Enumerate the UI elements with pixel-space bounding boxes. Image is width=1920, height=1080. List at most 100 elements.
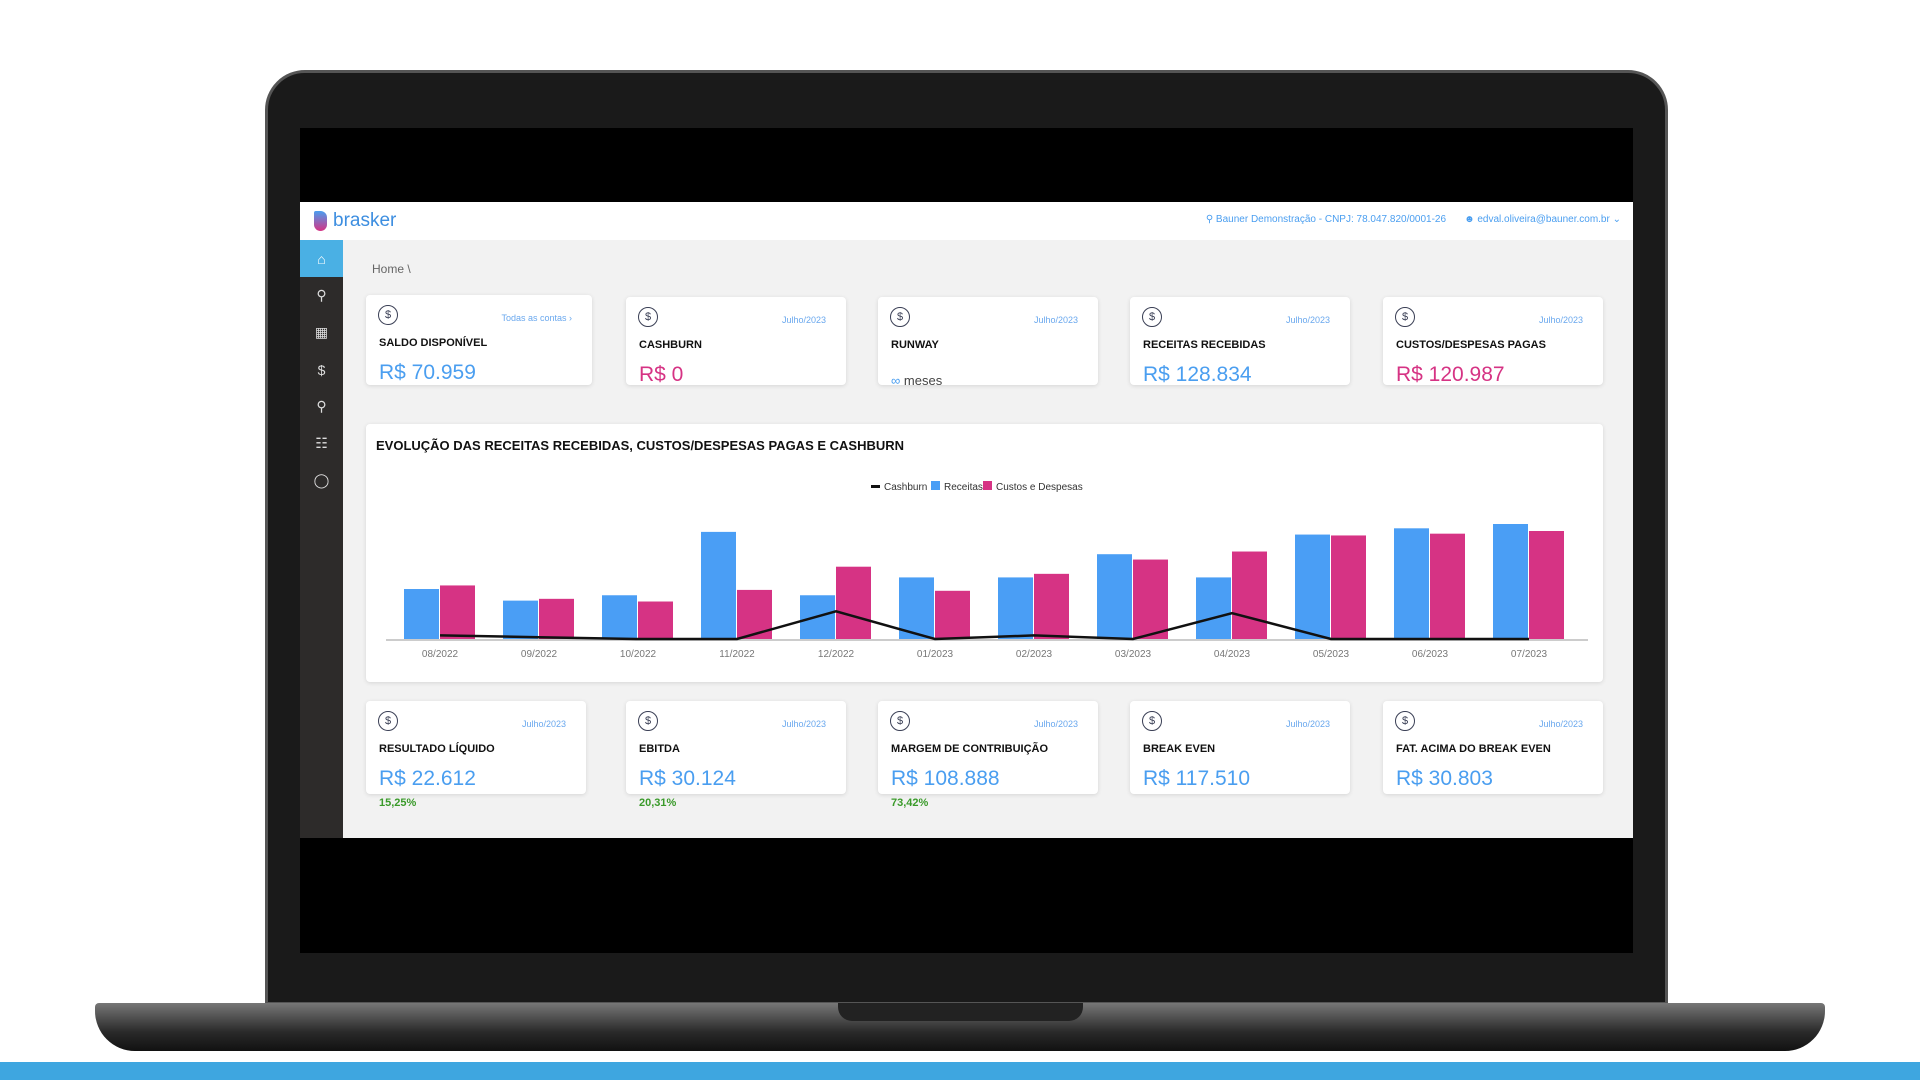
x-tick-label: 11/2022 bbox=[719, 649, 755, 660]
bar-receitas bbox=[998, 577, 1033, 639]
chart-title: EVOLUÇÃO DAS RECEITAS RECEBIDAS, CUSTOS/… bbox=[376, 438, 905, 453]
period-label: Julho/2023 bbox=[521, 719, 566, 729]
dollar-icon: $ bbox=[378, 305, 398, 325]
legend-swatch bbox=[983, 481, 992, 490]
kpi-label: RUNWAY bbox=[891, 339, 939, 351]
kpi-label: MARGEM DE CONTRIBUIÇÃO bbox=[891, 743, 1049, 755]
kpi-card[interactable]: $ Julho/2023 BREAK EVEN R$ 117.510 bbox=[1130, 701, 1350, 794]
logo[interactable]: brasker bbox=[314, 210, 396, 232]
kpi-card[interactable]: $ Todas as contas › SALDO DISPONÍVEL R$ 70.… bbox=[366, 295, 592, 385]
kpi-value: R$ 22.612 bbox=[379, 767, 476, 790]
kpi-label: RESULTADO LÍQUIDO bbox=[379, 743, 495, 755]
period-label: Julho/2023 bbox=[1285, 719, 1330, 729]
company-selector[interactable]: ⚲ Bauner Demonstração - CNPJ: 78.047.820… bbox=[1205, 214, 1447, 225]
kpi-value: R$ 70.959 bbox=[379, 361, 476, 384]
bar-receitas bbox=[404, 589, 439, 639]
chart: 08/2022 09/2022 10/2022 11/2022 12/2022 01/20… bbox=[386, 481, 1588, 660]
kpi-label: EBITDA bbox=[639, 743, 680, 755]
dollar-icon[interactable]: $ bbox=[317, 361, 326, 378]
legend-label: Receitas bbox=[944, 482, 983, 493]
kpi-value: R$ 108.888 bbox=[891, 767, 1000, 790]
kpi-value: R$ 120.987 bbox=[1396, 363, 1505, 386]
kpi-card[interactable]: $ Julho/2023 MARGEM DE CONTRIBUIÇÃO R$ 108.… bbox=[878, 701, 1098, 809]
x-tick-label: 12/2022 bbox=[818, 649, 855, 660]
kpi-card[interactable]: $ Julho/2023 RESULTADO LÍQUIDO R$ 22.612 15,… bbox=[366, 701, 586, 809]
bar-custos bbox=[836, 566, 871, 639]
kpi-card[interactable]: $ Julho/2023 CASHBURN R$ 0 bbox=[626, 297, 846, 386]
bar-custos bbox=[935, 590, 970, 639]
bar-receitas bbox=[1196, 577, 1231, 639]
x-tick-label: 04/2023 bbox=[1214, 649, 1251, 660]
kpi-card[interactable]: $ Julho/2023 EBITDA R$ 30.124 20,31% bbox=[626, 701, 846, 809]
bar-custos bbox=[1034, 573, 1069, 639]
kpi-card[interactable]: $ Julho/2023 RUNWAY ∞ meses bbox=[878, 297, 1098, 388]
dollar-icon: $ bbox=[1395, 307, 1415, 327]
x-tick-label: 06/2023 bbox=[1412, 649, 1449, 660]
user-edit-icon[interactable]: ⚲ bbox=[316, 398, 327, 414]
dollar-icon: $ bbox=[378, 711, 398, 731]
logo-mark bbox=[314, 211, 327, 231]
x-tick-label: 10/2022 bbox=[620, 649, 657, 660]
dollar-icon: $ bbox=[638, 711, 658, 731]
bar-custos bbox=[1430, 533, 1465, 639]
kpi-label: CASHBURN bbox=[639, 339, 702, 351]
x-tick-label: 08/2022 bbox=[422, 649, 459, 660]
dollar-icon: $ bbox=[638, 307, 658, 327]
bar-custos bbox=[1529, 531, 1564, 639]
breadcrumb-separator: \ bbox=[407, 262, 411, 276]
bottom-strip bbox=[0, 1062, 1920, 1080]
clipboard-user-icon[interactable]: ☷ bbox=[315, 435, 328, 451]
period-label: Julho/2023 bbox=[1538, 315, 1583, 325]
bar-receitas bbox=[1295, 534, 1330, 639]
chart-card: EVOLUÇÃO DAS RECEITAS RECEBIDAS, CUSTOS/… bbox=[366, 424, 1603, 682]
all-accounts-link[interactable]: Todas as contas › bbox=[501, 313, 572, 323]
bar-custos bbox=[440, 585, 475, 639]
legend-swatch bbox=[871, 485, 880, 488]
laptop-notch bbox=[838, 1003, 1083, 1021]
runway-value: ∞ meses bbox=[891, 373, 942, 388]
breadcrumb-home[interactable]: Home bbox=[372, 262, 405, 276]
kpi-value: R$ 30.124 bbox=[639, 767, 736, 790]
kpi-card[interactable]: $ Julho/2023 RECEITAS RECEBIDAS R$ 128.834 bbox=[1130, 297, 1350, 386]
period-label: Julho/2023 bbox=[1033, 315, 1078, 325]
breadcrumb: Home \ bbox=[372, 262, 411, 276]
bar-custos bbox=[638, 601, 673, 639]
dollar-icon: $ bbox=[890, 307, 910, 327]
legend-swatch bbox=[931, 481, 940, 490]
x-tick-label: 07/2023 bbox=[1511, 649, 1548, 660]
kpi-label: RECEITAS RECEBIDAS bbox=[1143, 339, 1266, 351]
bar-receitas bbox=[1394, 528, 1429, 639]
dollar-icon: $ bbox=[1142, 307, 1162, 327]
bar-receitas bbox=[503, 600, 538, 639]
kpi-label: FAT. ACIMA DO BREAK EVEN bbox=[1396, 743, 1551, 755]
x-tick-label: 05/2023 bbox=[1313, 649, 1350, 660]
kpi-label: CUSTOS/DESPESAS PAGAS bbox=[1396, 339, 1546, 351]
x-tick-label: 03/2023 bbox=[1115, 649, 1152, 660]
bar-custos bbox=[1331, 535, 1366, 639]
period-label: Julho/2023 bbox=[1285, 315, 1330, 325]
kpi-percent: 15,25% bbox=[379, 797, 417, 809]
calculator-icon[interactable]: ▦ bbox=[314, 324, 329, 340]
kpi-card[interactable]: $ Julho/2023 CUSTOS/DESPESAS PAGAS R$ 120.9… bbox=[1383, 297, 1603, 386]
legend-label: Custos e Despesas bbox=[996, 482, 1083, 493]
header: brasker ⚲ Bauner Demonstração - CNPJ: 78… bbox=[300, 202, 1633, 240]
kpi-value: R$ 0 bbox=[639, 363, 684, 386]
period-label: Julho/2023 bbox=[781, 315, 826, 325]
kpi-card[interactable]: $ Julho/2023 FAT. ACIMA DO BREAK EVEN R$ 30… bbox=[1383, 701, 1603, 794]
kpi-label: SALDO DISPONÍVEL bbox=[379, 337, 488, 349]
x-tick-label: 02/2023 bbox=[1016, 649, 1053, 660]
bar-custos bbox=[1232, 551, 1267, 639]
account-circle-icon[interactable]: ◯ bbox=[313, 472, 330, 488]
dollar-icon: $ bbox=[1142, 711, 1162, 731]
user-menu[interactable]: ☻ edval.oliveira@bauner.com.br ⌄ bbox=[1464, 214, 1621, 225]
kpi-percent: 20,31% bbox=[639, 797, 677, 809]
analytics-search-icon[interactable]: ⚲ bbox=[316, 287, 327, 303]
legend-label: Cashburn bbox=[884, 482, 927, 493]
x-tick-label: 01/2023 bbox=[917, 649, 954, 660]
home-icon[interactable]: ⌂ bbox=[300, 240, 343, 277]
kpi-percent: 73,42% bbox=[891, 797, 929, 809]
app: brasker ⚲ Bauner Demonstração - CNPJ: 78… bbox=[300, 202, 1633, 838]
sidebar: ⌂ ⚲ ▦ $ ⚲ ☷ ◯ bbox=[300, 240, 343, 838]
kpi-value: R$ 117.510 bbox=[1143, 767, 1251, 790]
bar-receitas bbox=[899, 577, 934, 639]
